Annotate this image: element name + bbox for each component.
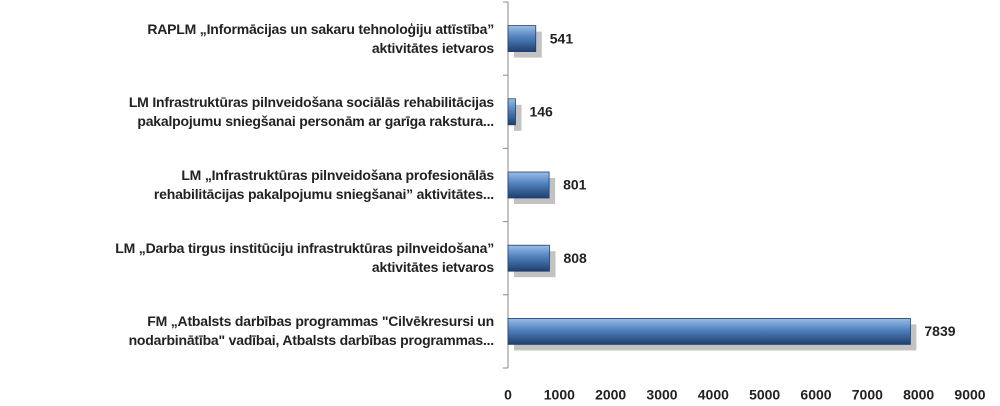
x-tick-label: 3000 — [646, 387, 677, 403]
bar — [507, 244, 550, 272]
value-label: 146 — [529, 104, 553, 120]
bar — [507, 317, 911, 345]
value-label: 7839 — [924, 323, 955, 339]
x-tick-label: 0 — [504, 387, 512, 403]
value-label: 541 — [550, 30, 574, 46]
bar-shadow — [514, 104, 522, 131]
y-tick-label: FM „Atbalsts darbības programmas "Cilvēk… — [128, 313, 495, 349]
y-tick-label: LM Infrastruktūras pilnveidošana sociālā… — [128, 93, 494, 129]
x-tick-label: 8000 — [903, 387, 934, 403]
y-tick-label: LM „Infrastruktūras pilnveidošana profes… — [153, 167, 494, 202]
y-tick-label: RAPLM „Informācijas un sakaru tehnoloģij… — [147, 20, 494, 56]
x-tick-label: 5000 — [749, 387, 780, 403]
x-tick-label: 9000 — [954, 387, 985, 403]
x-tick-label: 2000 — [595, 387, 626, 403]
bar — [507, 98, 516, 126]
y-tick-label: LM „Darba tirgus institūciju infrastrukt… — [115, 240, 494, 276]
x-tick-label: 7000 — [852, 387, 883, 403]
x-tick-label: 6000 — [800, 387, 831, 403]
value-label: 808 — [563, 250, 587, 266]
bar — [507, 171, 550, 199]
bar — [507, 25, 537, 53]
x-tick-label: 4000 — [698, 387, 729, 403]
x-tick-label: 1000 — [544, 387, 575, 403]
value-label: 801 — [563, 177, 587, 193]
